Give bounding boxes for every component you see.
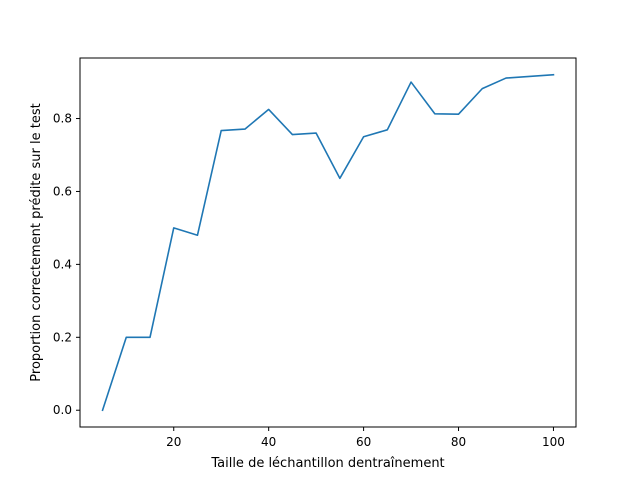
y-tick-label: 0.8: [53, 112, 72, 126]
y-axis-ticks: 0.0 0.2 0.4 0.6 0.8: [53, 112, 80, 417]
y-tick-label: 0.4: [53, 257, 72, 271]
x-tick-label: 80: [451, 435, 466, 449]
y-tick-label: 0.2: [53, 330, 72, 344]
x-tick-label: 20: [166, 435, 181, 449]
y-axis-label: Proportion correctement prédite sur le t…: [29, 103, 44, 381]
y-tick-label: 0.0: [53, 403, 72, 417]
y-tick-label: 0.6: [53, 184, 72, 198]
plot-area-frame: [79, 57, 577, 428]
x-axis-ticks: 20 40 60 80 100: [166, 427, 565, 449]
series-line: [101, 73, 555, 412]
x-axis-label: Taille de léchantillon dentraînement: [210, 456, 444, 471]
x-tick-label: 40: [261, 435, 276, 449]
series-lines: [101, 73, 555, 412]
x-tick-label: 100: [542, 435, 565, 449]
x-tick-label: 60: [356, 435, 371, 449]
